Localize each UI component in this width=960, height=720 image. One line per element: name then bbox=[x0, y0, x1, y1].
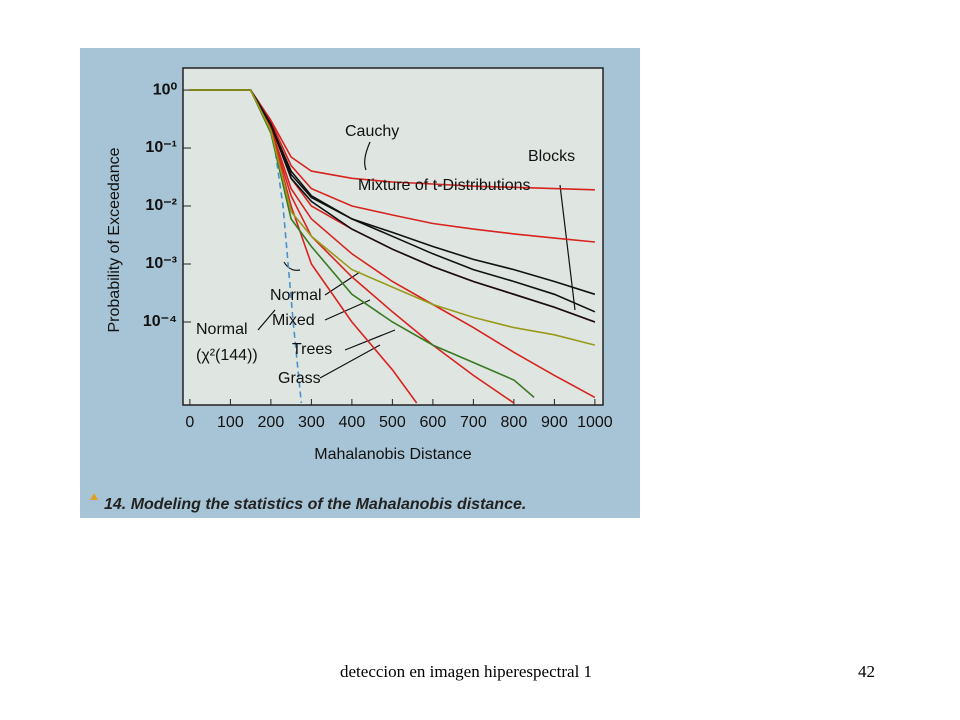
y-tick-label: 10⁰ bbox=[153, 81, 178, 98]
arrow bbox=[559, 184, 576, 311]
x-tick-label: 600 bbox=[420, 414, 447, 431]
series-line bbox=[189, 89, 596, 296]
annotation: Mixture of t-Distributions bbox=[358, 177, 531, 194]
y-tick-label: 10⁻² bbox=[145, 197, 177, 214]
x-tick-label: 0 bbox=[185, 414, 194, 431]
x-tick-label: 200 bbox=[258, 414, 285, 431]
x-tick-label: 500 bbox=[379, 414, 406, 431]
series-line bbox=[189, 89, 596, 346]
annotation: (χ²(144)) bbox=[196, 347, 258, 364]
y-tick-label: 10⁻¹ bbox=[145, 139, 177, 156]
arrow bbox=[319, 344, 381, 379]
x-tick-label: 700 bbox=[460, 414, 487, 431]
series-line bbox=[189, 89, 595, 191]
arrow bbox=[257, 309, 276, 331]
x-tick-label: 800 bbox=[501, 414, 528, 431]
footer-text: deteccion en imagen hiperespectral 1 bbox=[340, 662, 593, 681]
annotation: Mixed bbox=[272, 312, 315, 329]
annotation: Normal bbox=[270, 287, 322, 304]
arrow bbox=[344, 329, 396, 351]
arrow bbox=[283, 261, 301, 271]
page-number: 42 bbox=[858, 662, 875, 681]
x-tick-label: 900 bbox=[541, 414, 568, 431]
annotation: Grass bbox=[278, 370, 321, 387]
caption: 14. Modeling the statistics of the Mahal… bbox=[104, 496, 526, 513]
annotation-arrows bbox=[257, 141, 576, 379]
arrow bbox=[324, 299, 371, 321]
y-tick-label: 10⁻³ bbox=[145, 255, 177, 272]
x-tick-label: 400 bbox=[339, 414, 366, 431]
annotation: Cauchy bbox=[345, 123, 399, 140]
x-tick-label: 300 bbox=[298, 414, 325, 431]
annotation: Normal bbox=[196, 321, 248, 338]
y-tick-label: 10⁻⁴ bbox=[143, 313, 177, 330]
arrow bbox=[364, 141, 371, 171]
x-axis-label: Mahalanobis Distance bbox=[314, 446, 472, 463]
y-axis-label: Probability of Exceedance bbox=[106, 147, 123, 332]
x-tick-label: 100 bbox=[217, 414, 244, 431]
caption-marker bbox=[90, 493, 98, 500]
x-tick-label: 1000 bbox=[577, 414, 613, 431]
annotation: Trees bbox=[292, 341, 332, 358]
annotation: Blocks bbox=[528, 148, 575, 165]
series-line bbox=[189, 89, 596, 399]
